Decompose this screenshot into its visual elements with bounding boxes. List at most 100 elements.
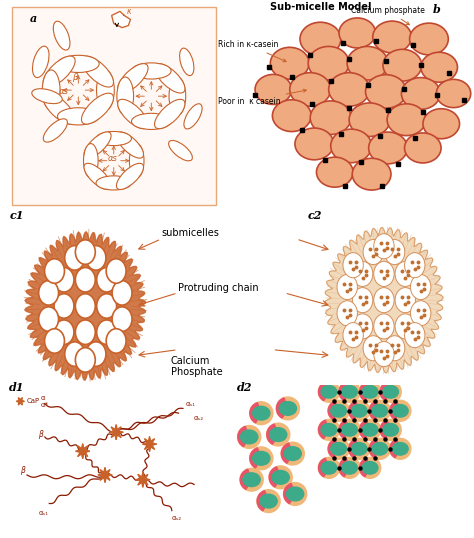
Ellipse shape <box>372 366 388 379</box>
Ellipse shape <box>240 430 258 444</box>
Wedge shape <box>369 401 380 420</box>
Circle shape <box>112 307 132 331</box>
Polygon shape <box>325 228 443 373</box>
Circle shape <box>337 301 357 326</box>
Text: a: a <box>30 12 37 24</box>
Wedge shape <box>349 439 359 458</box>
Ellipse shape <box>423 109 459 139</box>
Circle shape <box>97 320 117 344</box>
Circle shape <box>328 362 349 383</box>
Circle shape <box>45 259 64 283</box>
Wedge shape <box>319 382 329 401</box>
Ellipse shape <box>392 405 408 417</box>
Wedge shape <box>328 439 338 458</box>
Ellipse shape <box>53 21 70 50</box>
Text: Rich in κ-casein: Rich in κ-casein <box>218 40 286 62</box>
Circle shape <box>384 239 405 265</box>
Wedge shape <box>328 401 338 420</box>
Polygon shape <box>16 398 24 405</box>
Wedge shape <box>238 427 249 447</box>
Ellipse shape <box>169 140 192 161</box>
Ellipse shape <box>349 103 390 137</box>
Text: αₛ₁: αₛ₁ <box>38 511 48 516</box>
Wedge shape <box>339 420 349 438</box>
Ellipse shape <box>331 405 346 417</box>
Wedge shape <box>380 420 391 438</box>
Ellipse shape <box>272 470 289 484</box>
Circle shape <box>106 329 126 353</box>
Wedge shape <box>390 439 400 458</box>
Circle shape <box>348 438 370 459</box>
Ellipse shape <box>270 428 287 442</box>
Circle shape <box>353 261 373 286</box>
Circle shape <box>64 246 84 270</box>
Polygon shape <box>142 436 157 452</box>
Circle shape <box>369 438 391 459</box>
Polygon shape <box>112 11 130 27</box>
Ellipse shape <box>155 100 185 129</box>
Text: c1: c1 <box>9 210 24 221</box>
Ellipse shape <box>117 77 134 115</box>
Circle shape <box>112 281 132 305</box>
Circle shape <box>75 320 95 344</box>
Ellipse shape <box>155 63 185 93</box>
Circle shape <box>38 307 59 331</box>
Circle shape <box>339 457 360 478</box>
FancyBboxPatch shape <box>11 8 216 205</box>
Ellipse shape <box>184 104 202 129</box>
Circle shape <box>353 314 373 339</box>
Ellipse shape <box>84 132 111 158</box>
Ellipse shape <box>295 128 334 160</box>
Circle shape <box>97 267 117 292</box>
Polygon shape <box>98 468 112 483</box>
Ellipse shape <box>83 144 98 178</box>
Text: αs: αs <box>58 87 68 96</box>
Wedge shape <box>250 448 261 468</box>
Circle shape <box>64 342 84 366</box>
Ellipse shape <box>43 93 75 124</box>
Ellipse shape <box>118 63 148 93</box>
Ellipse shape <box>437 80 471 108</box>
Ellipse shape <box>372 443 388 455</box>
Circle shape <box>106 259 126 283</box>
Ellipse shape <box>365 75 406 108</box>
Wedge shape <box>369 363 380 381</box>
Wedge shape <box>349 401 359 420</box>
Circle shape <box>348 400 370 421</box>
Ellipse shape <box>97 70 114 110</box>
Text: αₛ₂: αₛ₂ <box>194 415 204 421</box>
Circle shape <box>281 442 304 465</box>
Text: c2: c2 <box>308 210 323 221</box>
Circle shape <box>380 381 401 402</box>
Circle shape <box>410 301 431 326</box>
Circle shape <box>359 381 381 402</box>
Ellipse shape <box>351 443 367 455</box>
Ellipse shape <box>43 56 75 87</box>
Ellipse shape <box>243 473 260 486</box>
Ellipse shape <box>84 164 111 189</box>
Ellipse shape <box>410 23 448 55</box>
Ellipse shape <box>57 108 99 125</box>
Circle shape <box>75 294 95 318</box>
Wedge shape <box>360 458 370 477</box>
Circle shape <box>237 426 261 448</box>
Circle shape <box>348 362 370 383</box>
Circle shape <box>380 419 401 440</box>
Circle shape <box>353 288 373 313</box>
Ellipse shape <box>383 49 422 81</box>
Ellipse shape <box>33 46 49 77</box>
Text: d1: d1 <box>9 381 25 393</box>
Circle shape <box>374 261 394 286</box>
Circle shape <box>359 457 381 478</box>
Text: β: β <box>38 430 43 439</box>
Text: α*: α* <box>40 402 48 408</box>
Ellipse shape <box>310 101 351 134</box>
Ellipse shape <box>270 47 309 79</box>
Text: αₛ₂: αₛ₂ <box>172 515 182 521</box>
Ellipse shape <box>339 18 375 48</box>
Ellipse shape <box>131 63 171 79</box>
Text: Protruding chain: Protruding chain <box>178 283 258 293</box>
Ellipse shape <box>421 52 457 82</box>
Ellipse shape <box>317 157 353 187</box>
Wedge shape <box>319 420 329 438</box>
